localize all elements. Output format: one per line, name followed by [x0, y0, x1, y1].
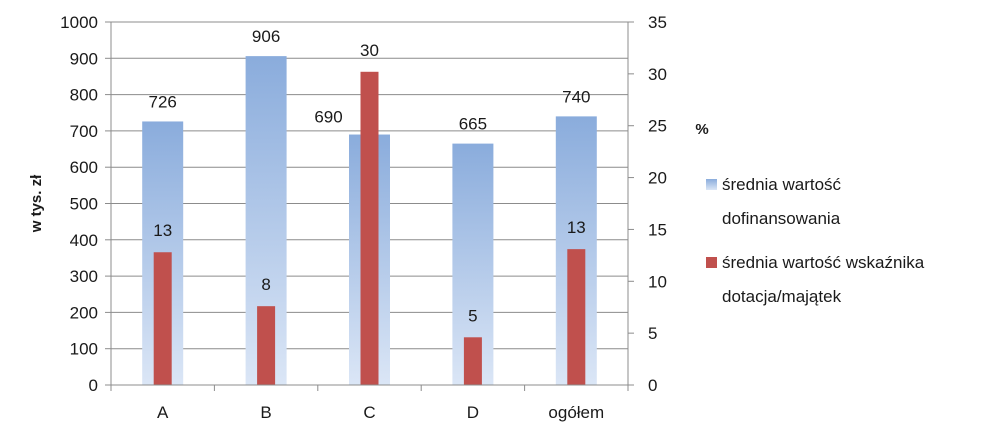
y-right-tick-label: 15 [648, 220, 667, 239]
legend-label: średnia wartość wskaźnika [722, 253, 925, 272]
y-tick-label: 200 [70, 303, 98, 322]
bar-wskaznik [567, 249, 586, 385]
y-tick-label: 100 [70, 340, 98, 359]
bar-wskaznik [153, 252, 172, 385]
y-right-axis-title: % [695, 121, 708, 138]
bar-wskaznik [463, 337, 482, 385]
data-label-dofinansowanie: 690 [314, 108, 342, 127]
data-label-dofinansowanie: 740 [562, 87, 590, 106]
legend-label: dotacja/majątek [722, 287, 842, 306]
labels: 0 100 200 300 400 500 600 700 800 900 1000 0 5 10 15 20… [28, 13, 709, 422]
data-label-dofinansowanie: 906 [252, 27, 280, 46]
legend-label: dofinansowania [722, 209, 841, 228]
y-tick-label: 900 [70, 49, 98, 68]
axes [105, 21, 634, 391]
y-right-tick-label: 35 [648, 13, 667, 32]
y-tick-label: 1000 [60, 13, 98, 32]
y-tick-label: 0 [89, 376, 98, 395]
y-tick-label: 800 [70, 86, 98, 105]
bars [142, 56, 597, 385]
legend-swatch [706, 257, 717, 268]
y-right-tick-label: 20 [648, 169, 667, 188]
y-tick-label: 600 [70, 158, 98, 177]
y-right-tick-label: 10 [648, 272, 667, 291]
y-right-tick-label: 5 [648, 324, 657, 343]
y-tick-label: 500 [70, 195, 98, 214]
bar-wskaznik [360, 71, 379, 385]
data-label-wskaznik: 13 [567, 218, 586, 237]
data-label-dofinansowanie: 665 [459, 115, 487, 134]
data-label-dofinansowanie: 726 [149, 92, 177, 111]
y-axis-title: w tys. zł [28, 174, 45, 233]
bar-wskaznik [257, 306, 276, 385]
data-label-wskaznik: 8 [261, 275, 270, 294]
x-tick-label: C [363, 403, 375, 422]
data-label-wskaznik: 13 [153, 221, 172, 240]
y-right-tick-label: 0 [648, 376, 657, 395]
x-tick-label: B [260, 403, 271, 422]
y-tick-label: 400 [70, 231, 98, 250]
y-right-tick-label: 30 [648, 65, 667, 84]
data-label-wskaznik: 5 [468, 306, 477, 325]
x-tick-label: A [157, 403, 169, 422]
x-tick-label: D [467, 403, 479, 422]
legend-label: średnia wartość [722, 175, 842, 194]
data-label-wskaznik: 30 [360, 41, 379, 60]
y-tick-label: 300 [70, 267, 98, 286]
legend-swatch [706, 179, 717, 190]
y-tick-label: 700 [70, 122, 98, 141]
y-right-tick-label: 25 [648, 117, 667, 136]
legend: średnia wartość dofinansowania średnia war… [706, 175, 925, 306]
x-tick-label: ogółem [548, 403, 604, 422]
